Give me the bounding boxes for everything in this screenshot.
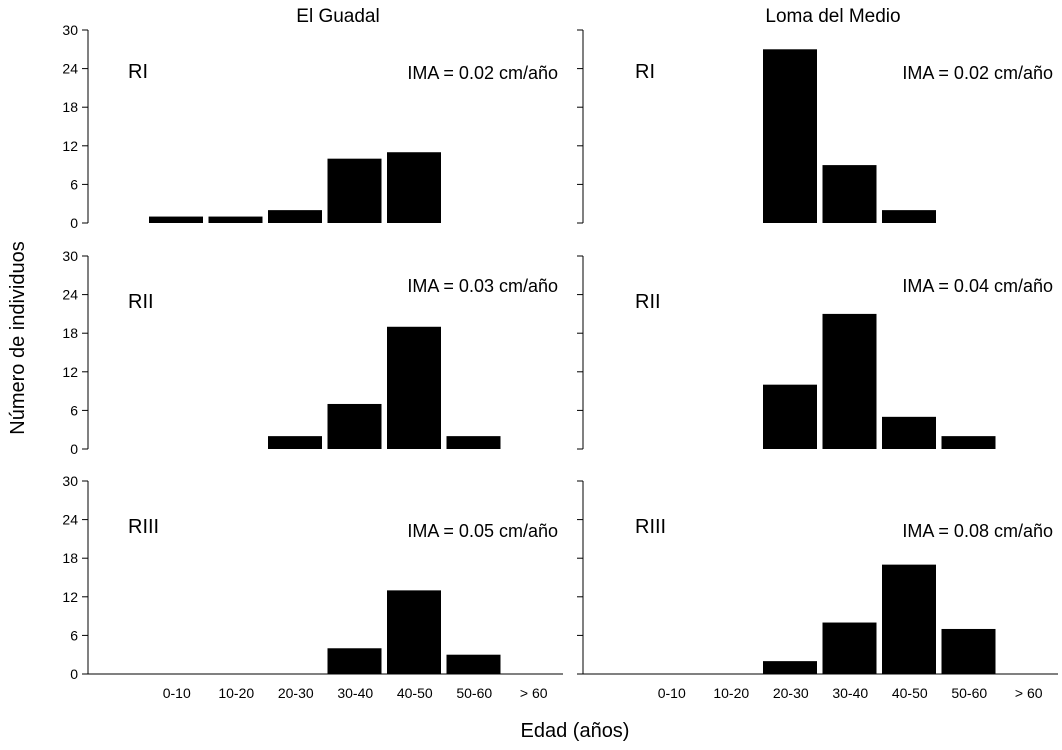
bar (327, 648, 382, 674)
bar (941, 628, 996, 674)
annotation: IMA = 0.02 cm/año (407, 63, 558, 83)
bar (327, 158, 382, 223)
annotation: IMA = 0.02 cm/año (902, 63, 1053, 83)
bar (387, 152, 441, 223)
bar (822, 313, 877, 449)
x-tick-label: > 60 (520, 685, 548, 701)
x-tick-label: 10-20 (713, 685, 749, 701)
bar (268, 436, 322, 449)
panel: 0 6 12 18 24 30 El Guadal RI IMA = 0.02 cm/año (62, 6, 558, 231)
bar (941, 436, 996, 449)
row-label: RII (128, 291, 154, 313)
bar (327, 403, 382, 449)
y-tick-label: 30 (62, 22, 78, 38)
panel: 0 6 12 18 24 30 RII IMA = 0.03 cm/año (62, 248, 558, 457)
x-tick-label: 30-40 (337, 685, 373, 701)
annotation: IMA = 0.03 cm/año (407, 276, 558, 296)
y-tick-label: 30 (62, 248, 78, 264)
x-tick-label: > 60 (1015, 685, 1043, 701)
y-tick-label: 6 (70, 627, 78, 643)
x-tick-label: 40-50 (892, 685, 928, 701)
x-tick-label: 50-60 (456, 685, 492, 701)
row-label: RIII (128, 516, 159, 538)
bar (763, 49, 817, 223)
y-tick-label: 24 (62, 512, 78, 528)
bar (882, 564, 936, 674)
row-label: RI (635, 61, 655, 83)
x-tick-label: 30-40 (832, 685, 868, 701)
bar (149, 216, 203, 223)
x-tick-label: 0-10 (163, 685, 191, 701)
y-axis-title: Número de individuos (7, 241, 29, 434)
bar (387, 326, 441, 449)
row-label: RIII (635, 516, 666, 538)
bar (208, 216, 263, 223)
y-tick-label: 18 (62, 99, 78, 115)
bar (882, 210, 936, 223)
y-tick-label: 12 (62, 589, 78, 605)
bar (446, 436, 501, 449)
x-tick-label: 20-30 (773, 685, 809, 701)
x-tick-label: 20-30 (278, 685, 314, 701)
y-tick-label: 24 (62, 61, 78, 77)
x-tick-label: 10-20 (218, 685, 254, 701)
y-tick-label: 18 (62, 550, 78, 566)
y-tick-label: 30 (62, 473, 78, 489)
row-label: RI (128, 61, 148, 83)
y-tick-label: 24 (62, 287, 78, 303)
bar (387, 590, 441, 674)
bar (763, 384, 817, 449)
panel: RII IMA = 0.04 cm/año (577, 255, 1053, 450)
x-tick-label: 40-50 (397, 685, 433, 701)
panel-title: Loma del Medio (765, 6, 900, 27)
y-tick-label: 12 (62, 364, 78, 380)
y-tick-label: 18 (62, 325, 78, 341)
bar (822, 165, 877, 223)
row-label: RII (635, 291, 661, 313)
panel: 0 6 12 18 24 30 0-10 10-20 20-30 30-40 40-50 50-60 >… (62, 473, 563, 701)
annotation: IMA = 0.04 cm/año (902, 276, 1053, 296)
panel-title: El Guadal (296, 6, 379, 27)
bar (446, 654, 501, 674)
bar (268, 210, 322, 223)
x-axis-title: Edad (años) (521, 720, 630, 742)
x-tick-label: 50-60 (951, 685, 987, 701)
panel: 0-10 10-20 20-30 30-40 40-50 50-60 > 60 RIII IMA… (577, 480, 1058, 701)
y-tick-label: 6 (70, 176, 78, 192)
panel: Loma del Medio RI IMA = 0.02 cm/año (577, 6, 1053, 224)
y-tick-label: 0 (70, 215, 78, 231)
x-tick-label: 0-10 (658, 685, 686, 701)
annotation: IMA = 0.08 cm/año (902, 521, 1053, 541)
y-tick-label: 0 (70, 666, 78, 682)
annotation: IMA = 0.05 cm/año (407, 521, 558, 541)
bar (763, 661, 817, 674)
y-tick-label: 6 (70, 402, 78, 418)
y-tick-label: 0 (70, 441, 78, 457)
bar (822, 622, 877, 674)
bar (882, 416, 936, 449)
y-tick-label: 12 (62, 138, 78, 154)
